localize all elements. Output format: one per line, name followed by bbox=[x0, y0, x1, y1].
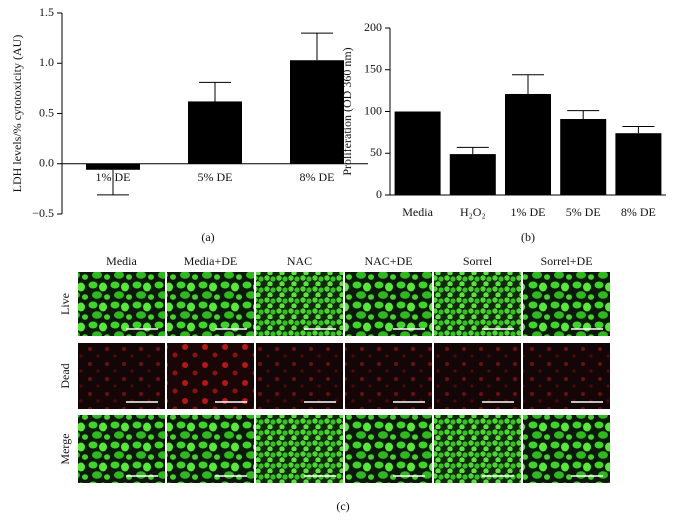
y-tick-label: 150 bbox=[364, 62, 382, 76]
y-tick-label: 1.0 bbox=[39, 55, 54, 69]
micrograph bbox=[256, 415, 343, 483]
bar bbox=[394, 111, 441, 195]
bar bbox=[449, 154, 496, 195]
y-axis-label: LDH levels/% cytotoxicity (AU) bbox=[10, 35, 24, 193]
column-label: Media bbox=[106, 254, 137, 268]
y-axis-label: Proliferation (OD 360 nm) bbox=[340, 47, 354, 175]
error-bar bbox=[456, 146, 489, 155]
y-tick-label: 0.0 bbox=[39, 156, 54, 170]
x-tick-label: 5% DE bbox=[566, 205, 601, 219]
y-tick-label: −0.5 bbox=[32, 206, 54, 220]
micrograph bbox=[345, 343, 432, 409]
row-label: Merge bbox=[58, 433, 72, 464]
y-tick-label: 0.5 bbox=[39, 105, 54, 119]
x-tick-label: 1% DE bbox=[96, 170, 131, 184]
bar bbox=[86, 163, 140, 170]
bar bbox=[505, 93, 551, 195]
row-label: Dead bbox=[58, 363, 72, 388]
micrograph bbox=[523, 415, 610, 483]
micrograph bbox=[345, 272, 432, 336]
micrograph bbox=[434, 343, 521, 409]
micrograph bbox=[345, 415, 432, 483]
micrograph bbox=[78, 343, 165, 409]
charts: −0.5 0.0 0.5 1.0 1.5 LDH levels/% cytotoxicit… bbox=[10, 5, 666, 244]
column-label: Sorrel+DE bbox=[540, 254, 592, 268]
error-bar bbox=[97, 169, 129, 196]
micrograph bbox=[78, 272, 165, 336]
bar bbox=[560, 119, 607, 195]
x-tick-label: 1% DE bbox=[511, 205, 546, 219]
micrograph bbox=[167, 272, 254, 336]
micrograph bbox=[434, 272, 521, 336]
row-label: Live bbox=[58, 293, 72, 315]
y-tick-label: 200 bbox=[364, 20, 382, 34]
column-label: NAC bbox=[287, 254, 312, 268]
micrograph bbox=[523, 272, 610, 336]
error-bar bbox=[301, 32, 333, 61]
y-tick-label: 1.5 bbox=[39, 5, 54, 19]
chart: 0 50 100 150 200 Proliferation (OD 360 nm) (b)… bbox=[340, 20, 666, 244]
x-tick-label: Media bbox=[402, 205, 433, 219]
micrograph bbox=[78, 415, 165, 483]
micrograph bbox=[167, 415, 254, 483]
x-tick-label: 8% DE bbox=[300, 170, 335, 184]
panel-label: (c) bbox=[336, 499, 349, 513]
error-bar bbox=[199, 81, 231, 102]
column-label: Media+DE bbox=[184, 254, 237, 268]
y-tick-label: 100 bbox=[364, 103, 382, 117]
y-tick-label: 0 bbox=[376, 187, 382, 201]
error-bar bbox=[622, 126, 655, 134]
column-label: NAC+DE bbox=[364, 254, 412, 268]
bar bbox=[188, 101, 242, 164]
micrograph bbox=[167, 343, 254, 409]
column-label: Sorrel bbox=[463, 254, 493, 268]
y-tick-label: 50 bbox=[370, 145, 382, 159]
chart: −0.5 0.0 0.5 1.0 1.5 LDH levels/% cytotoxicit… bbox=[10, 5, 368, 244]
micrograph bbox=[434, 415, 521, 483]
micrograph bbox=[523, 343, 610, 409]
x-tick-label: 8% DE bbox=[621, 205, 656, 219]
error-bar bbox=[512, 74, 544, 94]
error-bar bbox=[567, 110, 600, 120]
x-tick-label: 5% DE bbox=[198, 170, 233, 184]
x-tick-label: H₂O₂ bbox=[460, 205, 486, 219]
bar bbox=[290, 60, 344, 164]
bar bbox=[615, 133, 662, 195]
image-grid: Media Media+DE NAC NAC+DE Sorrel Sorrel+DE Liv… bbox=[58, 254, 610, 513]
panel-label: (b) bbox=[521, 230, 535, 244]
micrograph bbox=[256, 272, 343, 336]
panel-label: (a) bbox=[201, 230, 214, 244]
micrograph bbox=[256, 343, 343, 409]
